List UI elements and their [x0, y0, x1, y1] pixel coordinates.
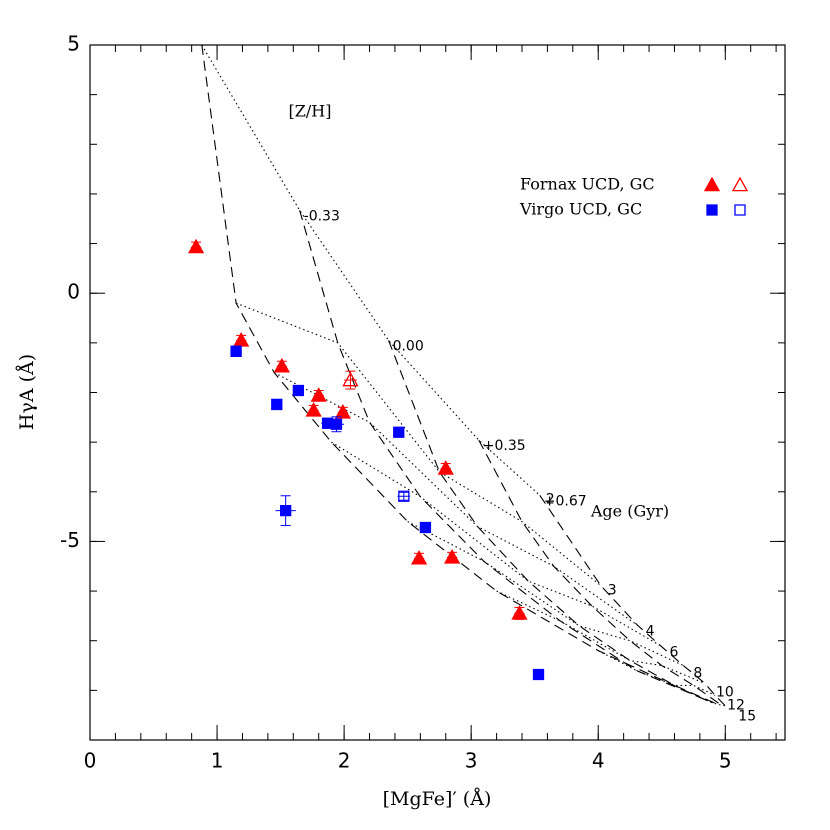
gc-point — [342, 371, 359, 387]
y-tick-label: 0 — [67, 280, 80, 304]
ucd-point — [334, 404, 351, 419]
ucd-point — [305, 402, 322, 417]
legend-marker — [731, 176, 749, 192]
legend-label: Fornax UCD, GC — [520, 175, 655, 194]
ucd-point — [419, 521, 432, 534]
x-axis-label: [MgFe]′ (Å) — [383, 788, 492, 810]
metallicity-title: [Z/H] — [289, 102, 332, 121]
metallicity-track — [201, 44, 707, 701]
ucd-point — [444, 548, 461, 564]
ucd-point — [532, 668, 545, 681]
age-line — [273, 372, 638, 626]
metallicity-track — [299, 210, 713, 704]
age-label: 8 — [693, 666, 702, 682]
ucd-point — [410, 549, 428, 565]
age-label: 15 — [738, 709, 756, 725]
age-label: 2 — [546, 491, 555, 507]
ucd-point — [187, 238, 205, 254]
y-tick-label: -5 — [60, 528, 80, 552]
x-tick-label: 5 — [719, 749, 732, 773]
age-label: 4 — [646, 623, 655, 639]
x-tick-label: 0 — [84, 749, 97, 773]
legend-label: Virgo UCD, GC — [519, 200, 642, 219]
metallicity-label: +0.67 — [544, 493, 587, 509]
ucd-point — [230, 345, 242, 357]
ucd-point — [271, 398, 283, 411]
ucd-point — [273, 357, 290, 373]
metallicity-label: 0.00 — [393, 338, 424, 354]
x-tick-label: 4 — [592, 749, 605, 773]
x-tick-label: 1 — [211, 749, 224, 773]
x-tick-label: 2 — [338, 749, 351, 773]
age-title: Age (Gyr) — [590, 502, 669, 521]
metallicity-track — [478, 439, 722, 706]
age-label: 6 — [669, 645, 678, 661]
x-tick-label: 3 — [465, 749, 478, 773]
age-label: 10 — [716, 684, 734, 700]
age-line — [407, 521, 684, 667]
metallicity-track — [539, 494, 726, 707]
ucd-point — [437, 460, 454, 475]
legend-marker — [706, 204, 718, 216]
age-line — [235, 302, 602, 587]
ucd-point — [393, 426, 405, 438]
legend-marker — [734, 204, 746, 216]
ucd-point — [310, 387, 327, 402]
age-label: 3 — [608, 583, 617, 599]
metallicity-label: +0.35 — [483, 438, 526, 454]
y-axis-label: HγA (Å) — [16, 354, 38, 430]
ucd-point — [511, 605, 528, 620]
age-line — [496, 590, 706, 684]
ucd-point — [280, 504, 292, 517]
legend-marker — [703, 176, 721, 192]
metallicity-track — [388, 340, 718, 705]
plot-frame — [89, 44, 786, 741]
ucd-point — [330, 418, 343, 430]
gc-point — [398, 490, 410, 502]
age-label: 12 — [727, 697, 745, 713]
age-line — [201, 44, 541, 496]
metallicity-label: -0.33 — [304, 208, 340, 224]
ucd-point — [292, 384, 305, 397]
y-tick-label: 5 — [67, 32, 80, 56]
